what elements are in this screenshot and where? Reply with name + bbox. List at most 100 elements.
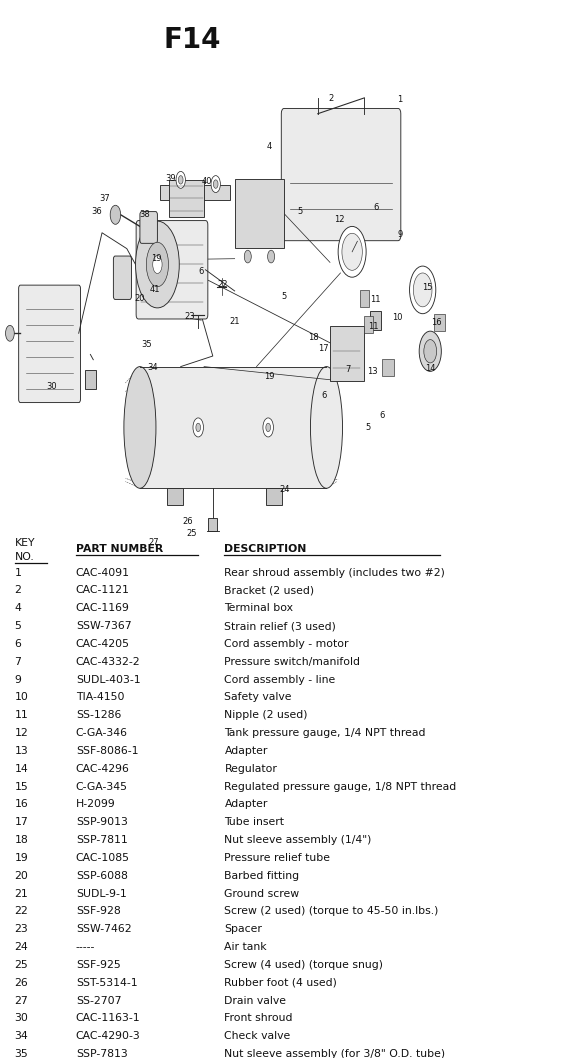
- Text: Rear shroud assembly (includes two #2): Rear shroud assembly (includes two #2): [224, 568, 445, 578]
- Text: C-GA-346: C-GA-346: [76, 728, 128, 738]
- Text: 13: 13: [367, 367, 377, 376]
- Text: 14: 14: [425, 364, 436, 372]
- Text: 9: 9: [397, 231, 403, 239]
- FancyBboxPatch shape: [85, 370, 96, 389]
- Text: SUDL-9-1: SUDL-9-1: [76, 889, 127, 898]
- Text: PART NUMBER: PART NUMBER: [76, 545, 163, 554]
- Text: 22: 22: [15, 907, 29, 916]
- Text: 11: 11: [15, 710, 29, 720]
- Text: SST-5314-1: SST-5314-1: [76, 978, 138, 988]
- Text: 17: 17: [318, 344, 329, 352]
- Text: 20: 20: [15, 871, 29, 880]
- Ellipse shape: [419, 331, 441, 371]
- Text: SSF-925: SSF-925: [76, 960, 121, 970]
- Text: 16: 16: [15, 800, 29, 809]
- Text: 21: 21: [230, 317, 240, 326]
- Text: Front shroud: Front shroud: [224, 1014, 293, 1023]
- Text: 6: 6: [373, 203, 379, 212]
- Text: Barbed fitting: Barbed fitting: [224, 871, 300, 880]
- Text: Adapter: Adapter: [224, 746, 268, 755]
- Text: 1: 1: [396, 95, 402, 104]
- Text: 5: 5: [366, 423, 371, 432]
- Text: 19: 19: [264, 372, 275, 381]
- Text: SSW-7367: SSW-7367: [76, 621, 131, 632]
- Text: SS-2707: SS-2707: [76, 996, 121, 1005]
- Ellipse shape: [196, 423, 201, 432]
- Text: 6: 6: [321, 391, 326, 400]
- Text: C-GA-345: C-GA-345: [76, 782, 128, 791]
- FancyBboxPatch shape: [364, 316, 373, 333]
- Ellipse shape: [263, 418, 273, 437]
- Text: 34: 34: [15, 1032, 29, 1041]
- FancyBboxPatch shape: [113, 256, 131, 299]
- Text: 6: 6: [198, 268, 204, 276]
- Text: Strain relief (3 used): Strain relief (3 used): [224, 621, 336, 632]
- Text: H-2099: H-2099: [76, 800, 115, 809]
- Text: CAC-4091: CAC-4091: [76, 568, 130, 578]
- Text: 12: 12: [334, 215, 345, 223]
- FancyBboxPatch shape: [234, 179, 285, 248]
- Text: 41: 41: [150, 286, 160, 294]
- Ellipse shape: [211, 176, 220, 193]
- Ellipse shape: [244, 250, 251, 262]
- Text: 26: 26: [15, 978, 29, 988]
- Ellipse shape: [178, 176, 183, 184]
- Text: TIA-4150: TIA-4150: [76, 692, 124, 703]
- Text: 37: 37: [99, 195, 110, 203]
- Text: 18: 18: [15, 835, 29, 845]
- Text: 19: 19: [15, 853, 29, 863]
- Text: 9: 9: [15, 675, 22, 685]
- Text: 7: 7: [345, 365, 351, 373]
- Text: CAC-4290-3: CAC-4290-3: [76, 1032, 141, 1041]
- Text: 14: 14: [15, 764, 29, 773]
- Text: 16: 16: [431, 318, 442, 327]
- Text: 27: 27: [15, 996, 29, 1005]
- Text: DESCRIPTION: DESCRIPTION: [224, 545, 307, 554]
- Text: 25: 25: [15, 960, 29, 970]
- Text: 15: 15: [422, 284, 433, 292]
- FancyBboxPatch shape: [167, 489, 183, 506]
- Text: 18: 18: [308, 333, 319, 342]
- Ellipse shape: [153, 255, 162, 274]
- Text: Safety valve: Safety valve: [224, 692, 292, 703]
- Text: Bracket (2 used): Bracket (2 used): [224, 585, 315, 596]
- FancyBboxPatch shape: [281, 109, 401, 241]
- Text: Regulated pressure gauge, 1/8 NPT thread: Regulated pressure gauge, 1/8 NPT thread: [224, 782, 456, 791]
- Ellipse shape: [146, 242, 168, 287]
- Text: SSF-928: SSF-928: [76, 907, 121, 916]
- Text: 12: 12: [15, 728, 29, 738]
- Text: 27: 27: [149, 539, 159, 547]
- Text: 6: 6: [380, 412, 385, 420]
- Text: 4: 4: [15, 603, 22, 614]
- Text: 4: 4: [266, 142, 272, 150]
- Text: SSF-8086-1: SSF-8086-1: [76, 746, 138, 755]
- Text: 6: 6: [15, 639, 22, 649]
- Text: Cord assembly - line: Cord assembly - line: [224, 675, 336, 685]
- Ellipse shape: [6, 326, 15, 341]
- Text: 11: 11: [370, 295, 380, 304]
- Text: SSP-6088: SSP-6088: [76, 871, 128, 880]
- Text: Pressure relief tube: Pressure relief tube: [224, 853, 331, 863]
- Text: SS-1286: SS-1286: [76, 710, 121, 720]
- FancyBboxPatch shape: [169, 180, 204, 218]
- Text: 13: 13: [15, 746, 29, 755]
- Text: Check valve: Check valve: [224, 1032, 291, 1041]
- Text: 24: 24: [15, 942, 29, 952]
- Text: SSP-7813: SSP-7813: [76, 1048, 128, 1058]
- FancyBboxPatch shape: [160, 185, 230, 200]
- Text: KEY: KEY: [15, 539, 35, 548]
- Text: SUDL-403-1: SUDL-403-1: [76, 675, 141, 685]
- Text: Regulator: Regulator: [224, 764, 278, 773]
- Ellipse shape: [213, 180, 218, 188]
- Text: 5: 5: [15, 621, 22, 632]
- FancyBboxPatch shape: [382, 359, 394, 376]
- Text: CAC-1121: CAC-1121: [76, 585, 129, 596]
- Text: 17: 17: [15, 817, 29, 827]
- FancyBboxPatch shape: [140, 366, 326, 489]
- Ellipse shape: [193, 418, 203, 437]
- Text: 7: 7: [15, 657, 22, 667]
- Text: 40: 40: [202, 178, 212, 186]
- Text: Rubber foot (4 used): Rubber foot (4 used): [224, 978, 338, 988]
- FancyBboxPatch shape: [360, 290, 369, 307]
- Text: 21: 21: [15, 889, 29, 898]
